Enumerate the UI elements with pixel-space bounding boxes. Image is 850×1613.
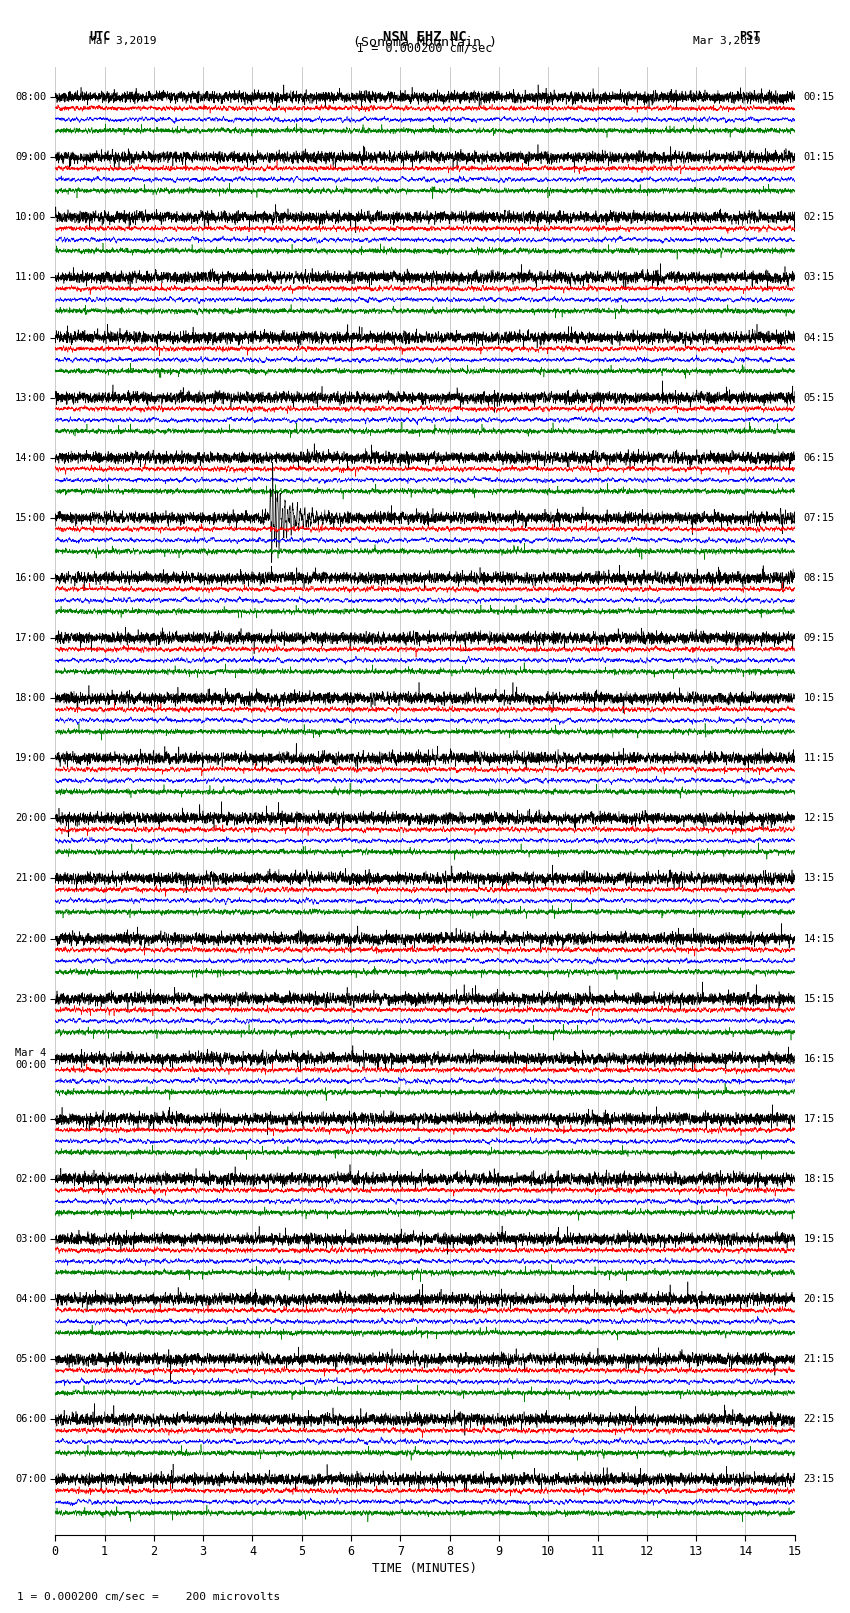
Text: Mar 3,2019: Mar 3,2019 bbox=[694, 37, 761, 47]
Text: 1 = 0.000200 cm/sec =    200 microvolts: 1 = 0.000200 cm/sec = 200 microvolts bbox=[17, 1592, 280, 1602]
X-axis label: TIME (MINUTES): TIME (MINUTES) bbox=[372, 1563, 478, 1576]
Text: NSN EHZ NC: NSN EHZ NC bbox=[383, 31, 467, 44]
Text: PST: PST bbox=[740, 31, 761, 44]
Text: I = 0.000200 cm/sec: I = 0.000200 cm/sec bbox=[357, 42, 493, 55]
Text: UTC: UTC bbox=[89, 31, 110, 44]
Text: (Sonoma Mountain ): (Sonoma Mountain ) bbox=[353, 37, 497, 50]
Text: Mar 3,2019: Mar 3,2019 bbox=[89, 37, 156, 47]
